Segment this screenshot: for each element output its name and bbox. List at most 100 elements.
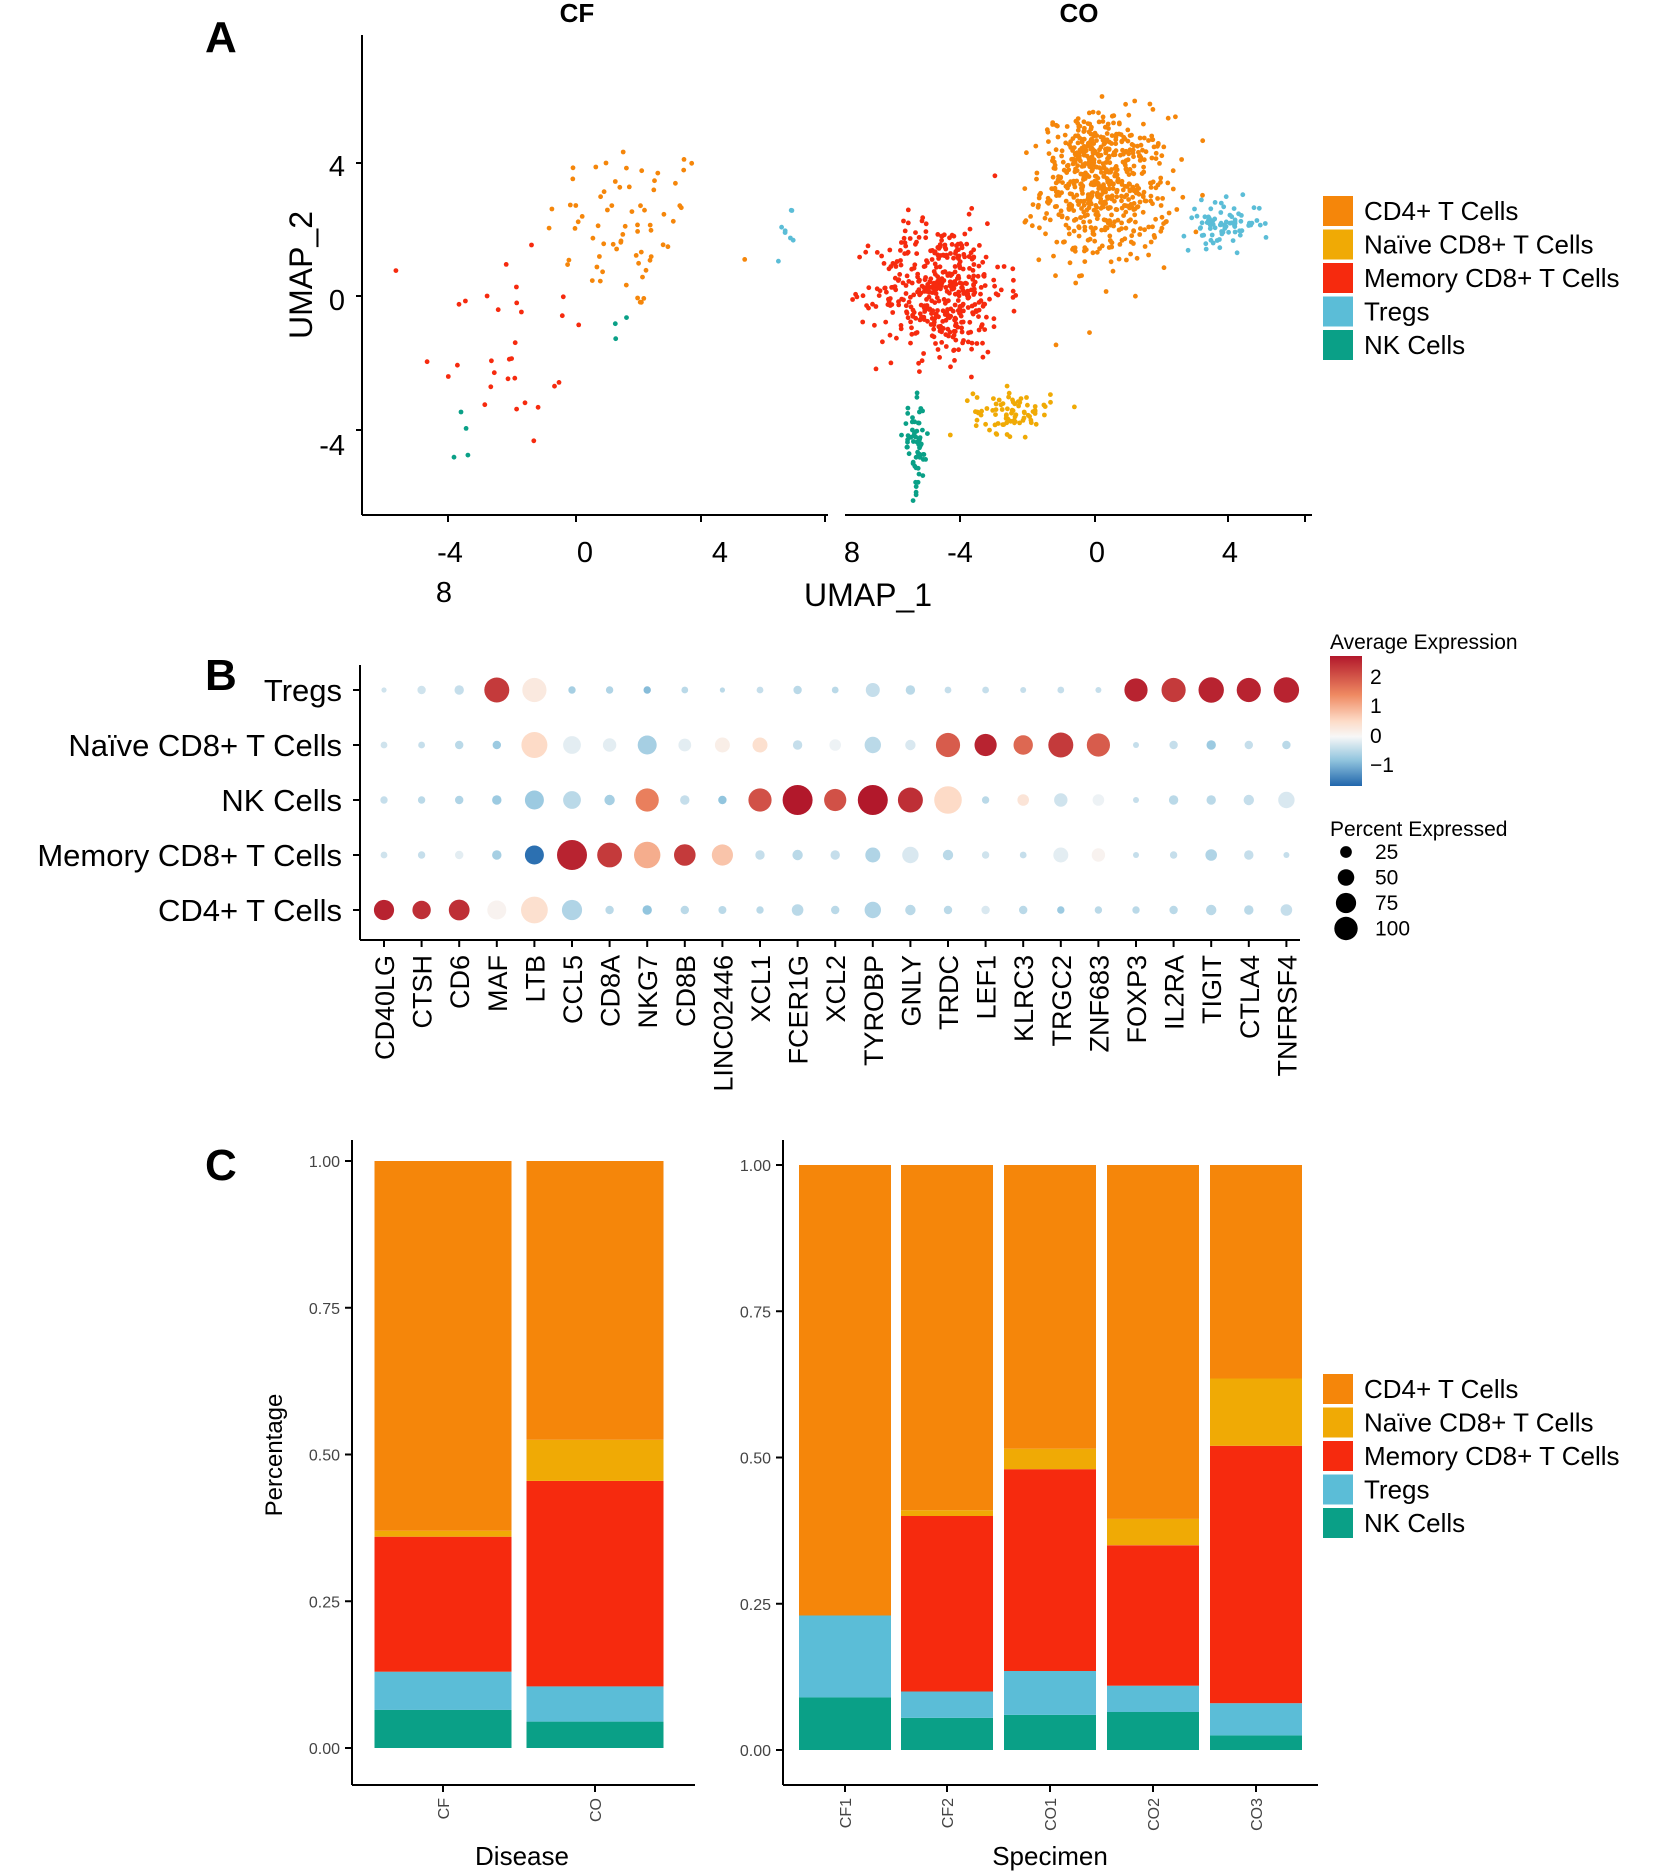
umap-point-memory-cd8-t-cells [916,278,922,284]
bar-panel: CF CO 1.00 0.75 0.50 0.25 0.00 CF1 CF2 CO1 CO2 CO3… [261,1140,1620,1871]
dotplot-dot [605,686,614,694]
umap-point-cd4-t-cells [1133,219,1138,225]
umap-point-na-ve-cd8-t-cells [1004,383,1010,389]
dotplot-dot [1244,740,1254,750]
umap-point-tregs [1194,213,1200,219]
umap-point-cd4-t-cells [618,238,624,244]
umap-point-memory-cd8-t-cells [959,319,964,325]
umap-point-cd4-t-cells [1109,113,1115,119]
umap-point-memory-cd8-t-cells [913,241,918,247]
umap-point-memory-cd8-t-cells [957,280,963,286]
umap-point-cd4-t-cells [1155,143,1160,149]
dotplot-dot [1013,735,1033,755]
umap-point-cd4-t-cells [1153,185,1159,191]
umap-point-nk-cells [915,479,921,485]
umap-point-na-ve-cd8-t-cells [1016,403,1021,409]
umap-point-nk-cells [916,471,922,477]
umap-point-memory-cd8-t-cells [922,303,928,309]
umap-point-cd4-t-cells [660,242,666,248]
umap-point-tregs [776,258,781,264]
umap-point-memory-cd8-t-cells [976,327,982,333]
umap-point-cd4-t-cells [1063,198,1069,204]
umap-point-memory-cd8-t-cells [886,296,891,302]
bar-segment-nk-cells [1004,1714,1096,1750]
umap-point-memory-cd8-t-cells [911,292,917,298]
umap-point-cd4-t-cells [1086,161,1091,167]
umap-point-cd4-t-cells [742,257,748,262]
umap-point-nk-cells [920,457,926,462]
umap-point-cd4-t-cells [1124,203,1130,209]
umap-point-cd4-t-cells [1133,293,1138,299]
umap-ytick-label: -4 [319,430,345,462]
umap-point-cd4-t-cells [1158,175,1164,181]
umap-point-cd4-t-cells [1075,198,1080,204]
umap-point-memory-cd8-t-cells [937,284,943,290]
umap-point-cd4-t-cells [1101,174,1107,179]
umap-point-memory-cd8-t-cells [948,364,953,370]
umap-point-cd4-t-cells [1100,161,1106,167]
umap-point-na-ve-cd8-t-cells [993,407,999,412]
dotplot-gene-label: TRDC [934,955,964,1030]
umap-point-cd4-t-cells [1086,129,1092,135]
umap-point-na-ve-cd8-t-cells [1042,404,1048,409]
umap-point-memory-cd8-t-cells [522,400,528,406]
umap-point-cd4-t-cells [1053,122,1059,128]
bar-segment-nk-cells [901,1717,993,1750]
bar-segment-na-ve-cd8-t-cells [1107,1518,1199,1546]
umap-point-tregs [1199,197,1204,203]
umap-point-memory-cd8-t-cells [961,308,966,314]
umap-point-cd4-t-cells [1073,217,1079,222]
umap-point-memory-cd8-t-cells [937,264,943,270]
umap-point-nk-cells [463,426,469,431]
bar-segment-nk-cells [799,1697,891,1750]
dotplot-dot [1280,904,1293,916]
umap-point-memory-cd8-t-cells [503,262,509,267]
dotplot-gene-label: CD8A [596,955,626,1027]
panel-letter-c: C [205,1141,237,1190]
umap-point-cd4-t-cells [681,157,687,162]
umap-point-memory-cd8-t-cells [887,303,893,308]
dotplot-gene-label: CTSH [408,955,438,1029]
disease-x-title: Disease [475,1841,569,1871]
legend-key-memory-cd8-t-cells [1323,263,1353,293]
umap-point-na-ve-cd8-t-cells [993,401,999,407]
bar-xtick-label: CO [588,1798,605,1822]
umap-point-cd4-t-cells [1179,157,1184,162]
umap-point-memory-cd8-t-cells [951,255,956,261]
dotplot-dot [1095,687,1102,693]
umap-point-cd4-t-cells [642,207,647,213]
dotplot-gene-label: LTB [520,955,550,1003]
umap-point-cd4-t-cells [1036,257,1042,263]
umap-point-na-ve-cd8-t-cells [1033,421,1039,427]
umap-point-memory-cd8-t-cells [1001,264,1007,269]
umap-point-cd4-t-cells [1094,216,1100,222]
umap-point-cd4-t-cells [1082,125,1087,131]
umap-point-cd4-t-cells [1105,179,1111,185]
dotplot-gene-label: FOXP3 [1122,955,1152,1044]
umap-point-memory-cd8-t-cells [907,236,913,241]
umap-point-memory-cd8-t-cells [965,339,971,345]
umap-point-nk-cells [613,336,619,342]
dotplot-dot [756,686,764,694]
size-legend-label: 100 [1375,918,1410,941]
umap-point-cd4-t-cells [1103,225,1108,230]
dotplot-dot [643,686,651,694]
bar-ytick-label: 0.25 [740,1597,771,1614]
umap-point-memory-cd8-t-cells [872,322,877,328]
umap-point-cd4-t-cells [661,211,667,217]
umap-point-cd4-t-cells [614,246,619,252]
bar-xtick-label: CO1 [1043,1798,1060,1831]
umap-point-cd4-t-cells [620,232,626,237]
umap-point-memory-cd8-t-cells [942,242,948,248]
bar-segment-na-ve-cd8-t-cells [526,1439,664,1481]
umap-point-cd4-t-cells [1150,201,1155,207]
umap-point-cd4-t-cells [1059,148,1065,154]
umap-point-cd4-t-cells [1034,176,1039,182]
umap-point-memory-cd8-t-cells [1010,266,1016,272]
umap-point-nk-cells [914,390,920,396]
umap-point-tregs [1223,224,1229,229]
dotplot-gene-label: KLRC3 [1009,955,1039,1042]
umap-point-nk-cells [914,394,920,400]
umap-point-cd4-t-cells [1109,240,1115,246]
umap-point-na-ve-cd8-t-cells [973,409,978,415]
